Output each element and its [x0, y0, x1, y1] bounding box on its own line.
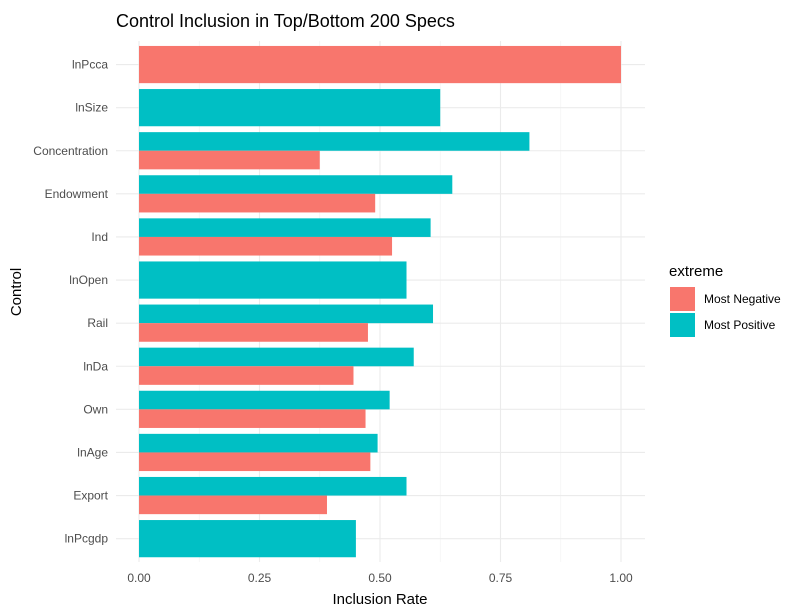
bar-most-positive: [139, 132, 530, 151]
bar-most-positive: [139, 347, 414, 367]
x-tick-label: 0.75: [489, 571, 513, 585]
bar-most-negative: [139, 45, 621, 84]
legend-title: extreme: [669, 263, 723, 280]
y-tick-label: lnDa: [83, 359, 108, 373]
y-tick-label: Own: [83, 402, 108, 416]
bar-most-positive: [139, 304, 434, 324]
x-tick-label: 0.00: [127, 571, 151, 585]
bar-most-positive: [139, 261, 407, 299]
bar-most-negative: [139, 452, 371, 472]
y-tick-labels: lnPcca lnSize Concentration Endowment Ind lnO…: [33, 58, 108, 546]
bar-most-positive: [139, 433, 378, 453]
y-tick-label: Ind: [91, 230, 108, 244]
legend-swatch: [670, 287, 695, 311]
bars: [139, 45, 621, 558]
bar-most-positive: [139, 89, 441, 127]
x-axis-title: Inclusion Rate: [332, 591, 427, 608]
chart-title: Control Inclusion in Top/Bottom 200 Spec…: [116, 11, 455, 31]
bar-most-negative: [139, 236, 393, 256]
y-tick-label: lnOpen: [69, 273, 108, 287]
bar-most-negative: [139, 409, 366, 428]
bar-most-positive: [139, 175, 453, 194]
y-axis-title: Control: [8, 268, 25, 316]
x-tick-label: 1.00: [609, 571, 633, 585]
bar-most-negative: [139, 150, 320, 170]
bar-most-positive: [139, 520, 356, 558]
bar-most-positive: [139, 218, 431, 237]
x-tick-labels: 0.00 0.25 0.50 0.75 1.00: [127, 571, 633, 585]
y-tick-label: Endowment: [45, 187, 109, 201]
legend: extreme Most Negative Most Positive: [669, 263, 781, 337]
bar-most-negative: [139, 323, 368, 342]
y-tick-label: lnAge: [77, 445, 108, 459]
legend-label: Most Negative: [704, 292, 781, 306]
bar-most-positive: [139, 476, 407, 496]
x-tick-label: 0.25: [248, 571, 272, 585]
bar-most-negative: [139, 193, 376, 213]
y-tick-label: Rail: [87, 316, 108, 330]
y-tick-label: lnPcgdp: [65, 532, 109, 546]
y-tick-label: Export: [73, 489, 108, 503]
x-tick-label: 0.50: [368, 571, 392, 585]
y-tick-label: lnPcca: [72, 58, 108, 72]
bar-most-positive: [139, 390, 390, 410]
bar-most-negative: [139, 366, 354, 385]
legend-label: Most Positive: [704, 318, 776, 332]
y-tick-label: lnSize: [75, 101, 108, 115]
bar-most-negative: [139, 495, 327, 515]
y-tick-label: Concentration: [33, 144, 108, 158]
legend-swatch: [670, 313, 695, 337]
